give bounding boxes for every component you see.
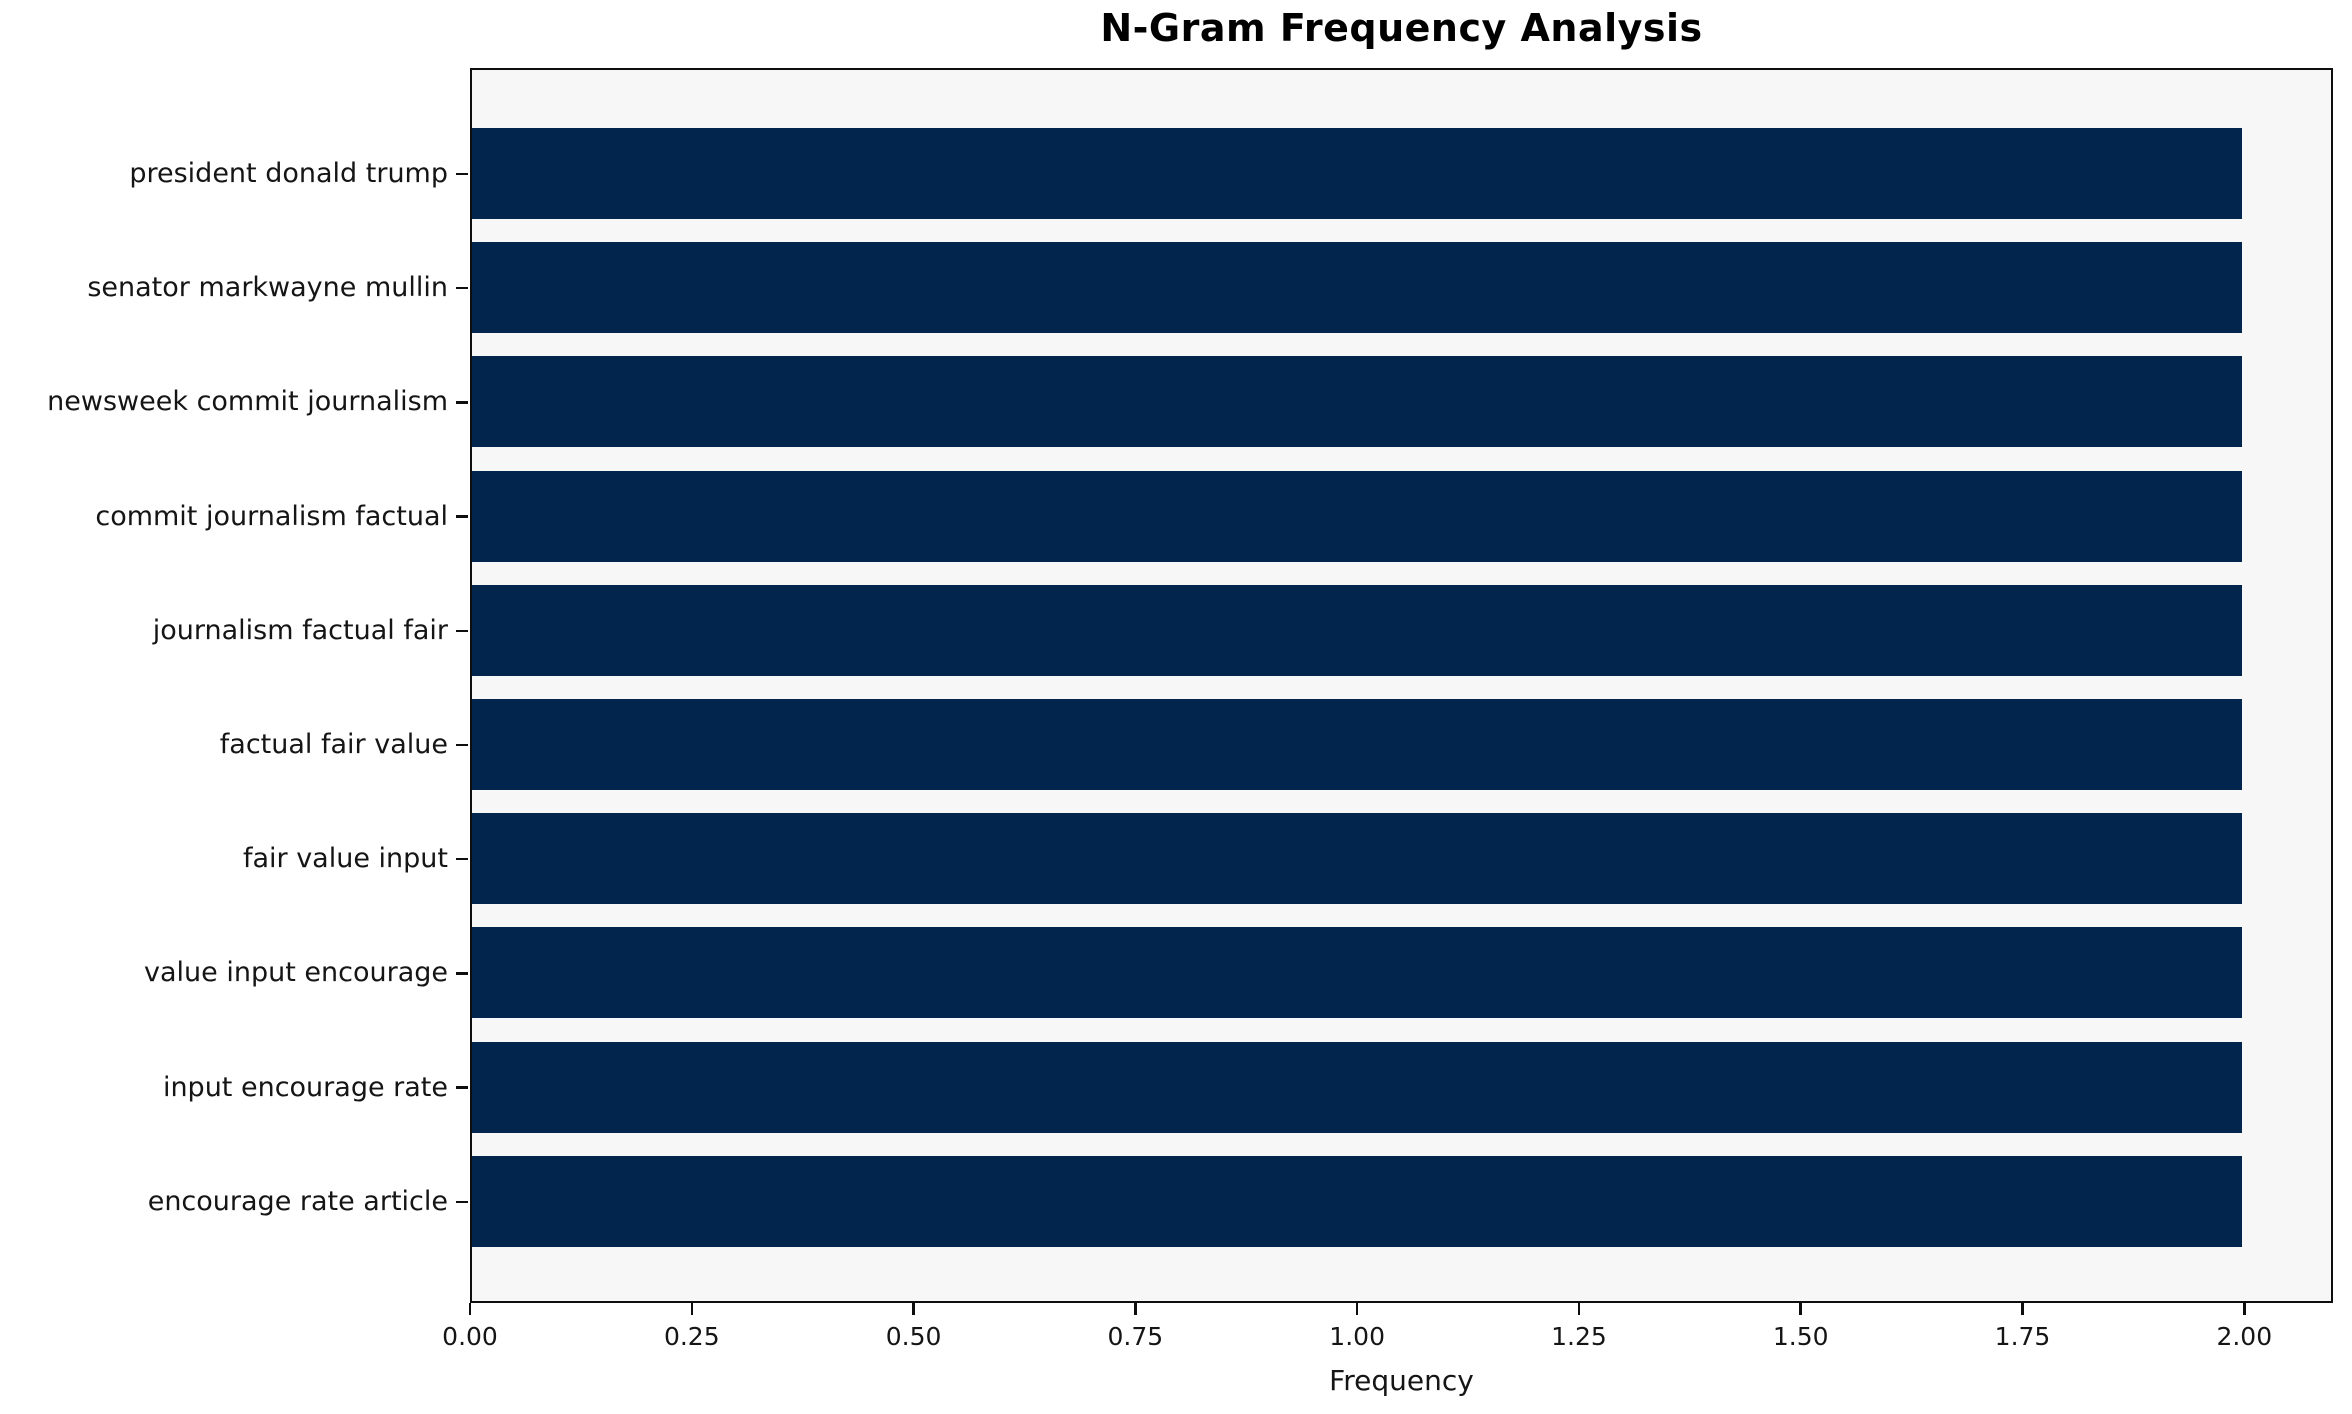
- y-tick-mark: [456, 1200, 468, 1204]
- x-tick-mark: [468, 1303, 472, 1315]
- y-tick-mark: [456, 515, 468, 518]
- x-tick-mark: [690, 1303, 694, 1315]
- bar: [472, 699, 2243, 790]
- bar: [472, 1041, 2243, 1133]
- y-tick-label: value input encourage: [144, 957, 448, 989]
- bar: [472, 242, 2243, 334]
- y-tick-label: input encourage rate: [162, 1071, 448, 1103]
- bar: [472, 927, 2243, 1019]
- x-tick-mark: [1799, 1303, 1802, 1315]
- x-axis-title: Frequency: [1329, 1364, 1474, 1397]
- x-tick-label: 2.00: [2216, 1322, 2273, 1351]
- x-tick-mark: [1134, 1303, 1137, 1315]
- chart-title: N-Gram Frequency Analysis: [1100, 6, 1703, 50]
- bar: [472, 584, 2243, 676]
- y-tick-mark: [456, 1086, 468, 1089]
- y-tick-label: encourage rate article: [147, 1185, 448, 1217]
- x-tick-label: 1.00: [1329, 1322, 1385, 1351]
- y-tick-label: factual fair value: [219, 729, 448, 760]
- y-tick-label: commit journalism factual: [95, 500, 448, 532]
- x-tick-mark: [2021, 1303, 2024, 1315]
- bar: [472, 356, 2243, 448]
- y-tick-label: fair value input: [242, 843, 448, 875]
- y-tick-label: president donald trump: [129, 158, 448, 189]
- x-tick-mark: [912, 1303, 915, 1315]
- x-tick-label: 1.75: [1994, 1322, 2051, 1351]
- bar: [472, 1155, 2243, 1247]
- x-tick-label: 0.75: [1107, 1322, 1164, 1351]
- plot-area: [470, 68, 2333, 1303]
- x-tick-label: 0.50: [885, 1322, 942, 1351]
- y-tick-mark: [456, 172, 468, 176]
- y-tick-mark: [456, 401, 468, 404]
- x-tick-label: 1.25: [1551, 1322, 1607, 1351]
- bar: [472, 470, 2243, 562]
- y-tick-label: newsweek commit journalism: [47, 386, 448, 418]
- bar: [472, 128, 2243, 219]
- y-tick-mark: [456, 286, 468, 290]
- x-tick-label: 1.50: [1772, 1322, 1829, 1351]
- y-tick-mark: [456, 857, 468, 861]
- y-tick-mark: [456, 743, 468, 747]
- y-tick-label: journalism factual fair: [152, 614, 448, 646]
- x-tick-mark: [2243, 1303, 2246, 1315]
- x-tick-mark: [1355, 1303, 1359, 1315]
- bar: [472, 813, 2243, 905]
- y-tick-mark: [456, 629, 468, 633]
- x-tick-label: 0.25: [663, 1322, 720, 1351]
- x-tick-mark: [1577, 1303, 1581, 1315]
- y-tick-label: senator markwayne mullin: [87, 272, 448, 304]
- x-tick-label: 0.00: [442, 1322, 498, 1351]
- y-tick-mark: [456, 972, 468, 975]
